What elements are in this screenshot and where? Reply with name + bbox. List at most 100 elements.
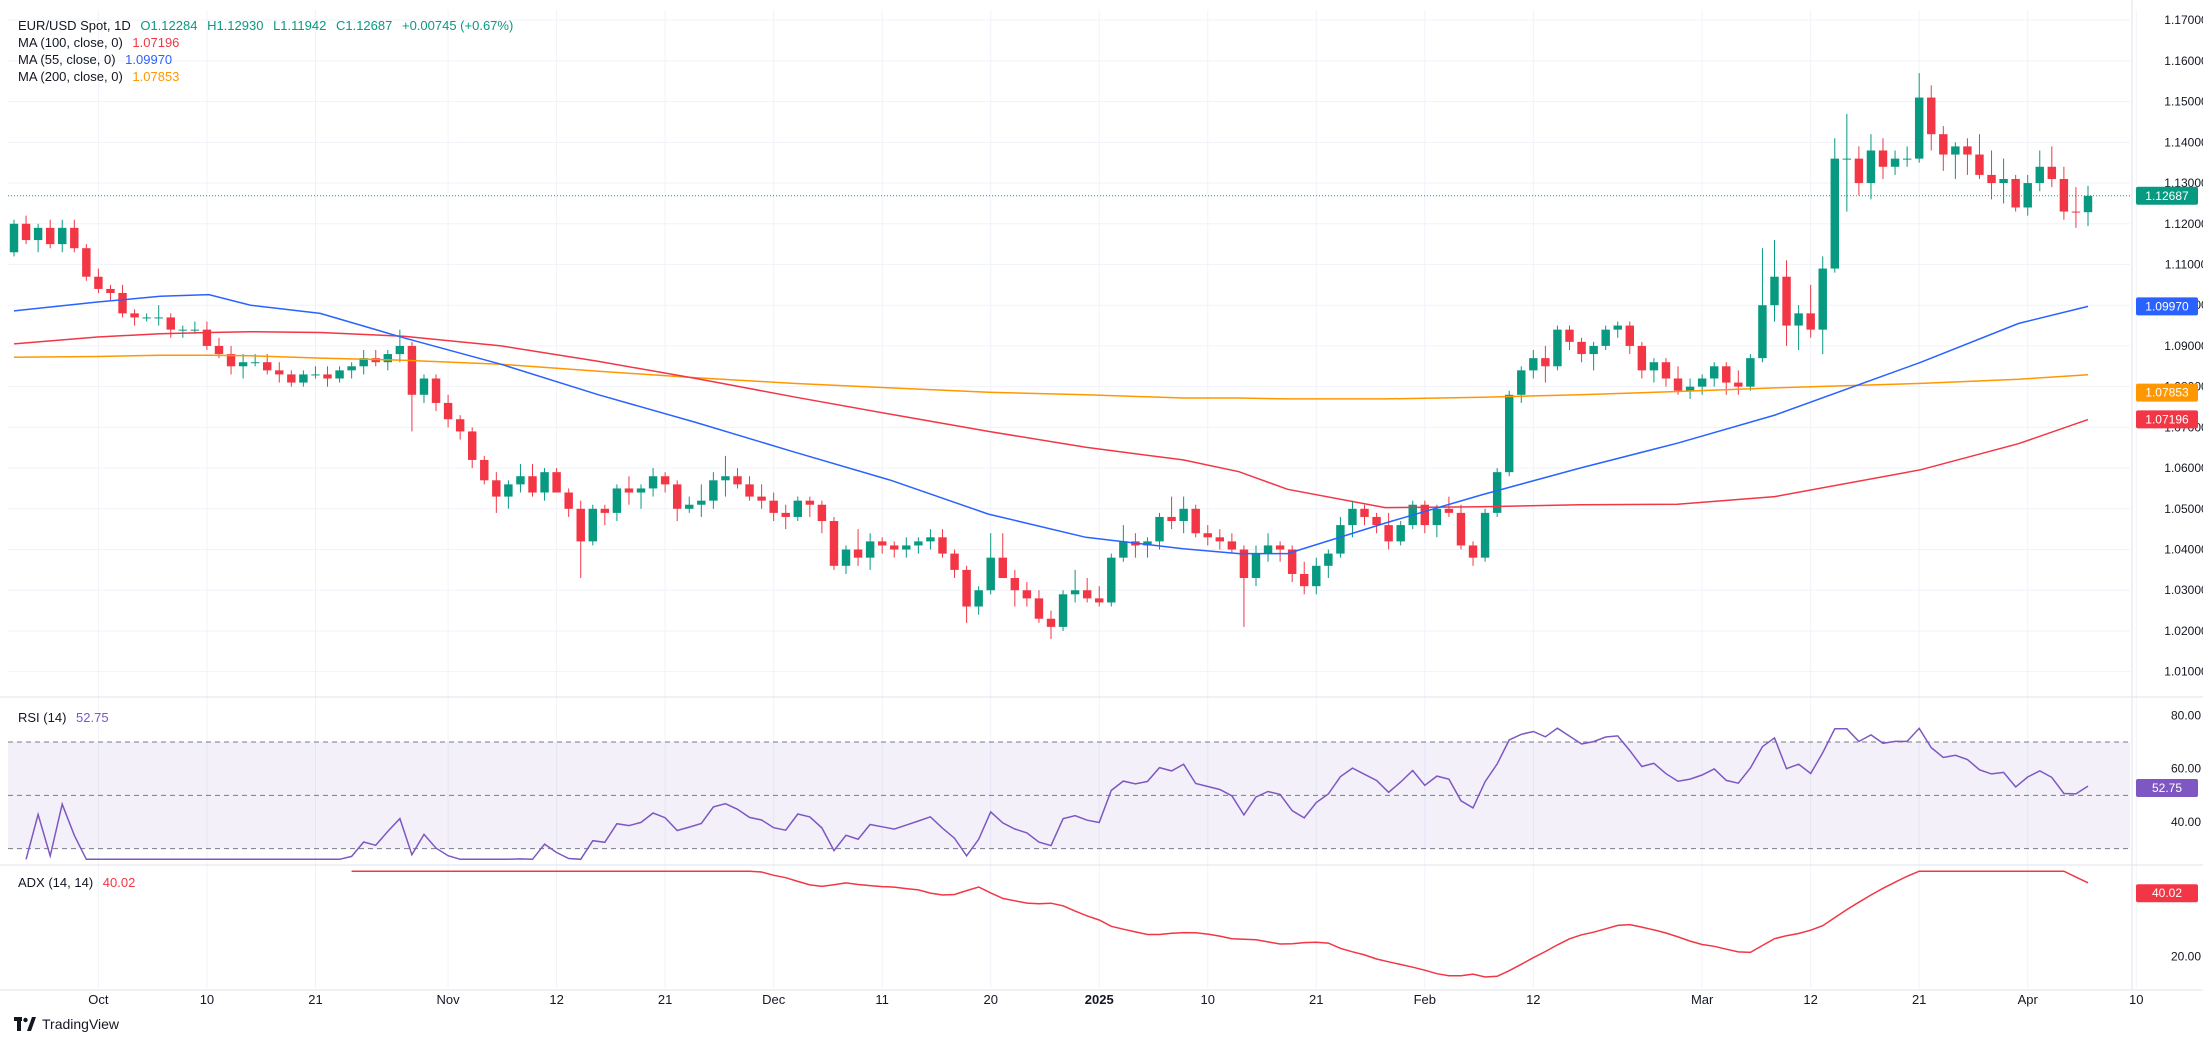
candle-body bbox=[1842, 158, 1852, 160]
adx-badge-bg bbox=[2136, 884, 2198, 903]
candle-body bbox=[82, 248, 91, 277]
candle-body bbox=[1951, 146, 1960, 155]
candle-body bbox=[154, 317, 163, 319]
candle-body bbox=[540, 472, 549, 493]
candle-body bbox=[1058, 594, 1068, 627]
ohlc-close: C1.12687 bbox=[335, 18, 393, 33]
ma55-line bbox=[13, 293, 2089, 555]
candle-body bbox=[1565, 329, 1574, 342]
candle-body bbox=[33, 227, 43, 241]
candle-body bbox=[1830, 158, 1839, 269]
ma200-badge: 1.07853 bbox=[2145, 386, 2189, 400]
candle-body bbox=[1046, 618, 1056, 627]
time-tick-label: Feb bbox=[1414, 992, 1436, 1007]
tradingview-logo-icon bbox=[14, 1017, 36, 1031]
ma100-legend[interactable]: MA (100, close, 0) 1.07196 bbox=[18, 35, 185, 50]
symbol-title: EUR/USD Spot, 1D bbox=[18, 18, 131, 33]
candle-body bbox=[1070, 590, 1080, 595]
candle-body bbox=[926, 537, 935, 542]
candle-body bbox=[781, 512, 790, 517]
ma100-line bbox=[13, 330, 2089, 509]
candle-body bbox=[1939, 134, 1948, 155]
candle-body bbox=[1022, 590, 1032, 599]
candle-body bbox=[1927, 97, 1936, 135]
candle-body bbox=[986, 557, 995, 591]
candle-body bbox=[709, 480, 718, 501]
price-tick-label: 1.05000 bbox=[2164, 502, 2203, 516]
candle-body bbox=[287, 374, 296, 383]
candle-body bbox=[2035, 166, 2044, 184]
tradingview-logo[interactable]: TradingView bbox=[14, 1016, 119, 1032]
candle-body bbox=[974, 590, 983, 607]
brand-name: TradingView bbox=[42, 1016, 120, 1032]
rsi-badge-bg bbox=[2136, 779, 2198, 797]
adx-value: 40.02 bbox=[102, 875, 136, 890]
candle-body bbox=[1010, 578, 1020, 591]
candle-body bbox=[1239, 549, 1249, 579]
candle-body bbox=[685, 504, 694, 509]
last-price-badge: 1.12687 bbox=[2145, 189, 2189, 203]
time-tick-label: 20 bbox=[983, 992, 997, 1007]
candle-body bbox=[226, 354, 236, 367]
candle-body bbox=[1107, 557, 1116, 603]
rsi-tick-label: 60.00 bbox=[2171, 762, 2201, 776]
candle-body bbox=[250, 362, 260, 364]
candle-body bbox=[1685, 386, 1695, 391]
candle-body bbox=[419, 378, 429, 395]
ohlc-open: O1.12284 bbox=[140, 18, 198, 33]
candle-body bbox=[347, 366, 356, 371]
candle-body bbox=[1914, 97, 1924, 159]
rsi-legend[interactable]: RSI (14) 52.75 bbox=[18, 710, 115, 725]
time-tick-label: 12 bbox=[549, 992, 563, 1007]
candle-body bbox=[877, 541, 887, 546]
price-tick-label: 1.15000 bbox=[2164, 95, 2203, 109]
ma100-value: 1.07196 bbox=[132, 35, 180, 50]
candle-body bbox=[9, 223, 19, 253]
ma100-label: MA (100, close, 0) bbox=[18, 35, 123, 50]
candle-body bbox=[492, 480, 501, 497]
candle-body bbox=[1179, 508, 1188, 522]
candle-body bbox=[793, 500, 802, 517]
candle-body bbox=[190, 329, 200, 331]
ohlc-low: L1.11942 bbox=[273, 18, 327, 33]
last-price-badge-bg bbox=[2136, 186, 2198, 205]
candle-body bbox=[311, 374, 320, 376]
adx-legend[interactable]: ADX (14, 14) 40.02 bbox=[18, 875, 141, 890]
ma55-badge: 1.09970 bbox=[2145, 299, 2189, 313]
candle-body bbox=[335, 370, 344, 379]
time-tick-label: Nov bbox=[437, 992, 461, 1007]
candle-body bbox=[1601, 329, 1610, 346]
candle-body bbox=[962, 569, 971, 607]
candle-body bbox=[624, 488, 634, 493]
candle-body bbox=[1818, 268, 1827, 330]
candle-body bbox=[1806, 313, 1815, 330]
ma100-badge: 1.07196 bbox=[2145, 412, 2189, 426]
ma200-legend[interactable]: MA (200, close, 0) 1.07853 bbox=[18, 69, 185, 84]
rsi-tick-label: 40.00 bbox=[2171, 815, 2201, 829]
price-tick-label: 1.17000 bbox=[2164, 13, 2203, 27]
candle-body bbox=[1866, 150, 1876, 184]
candle-body bbox=[648, 476, 658, 489]
candle-body bbox=[1987, 174, 1996, 184]
candle-body bbox=[745, 484, 754, 497]
candle-body bbox=[299, 374, 308, 383]
candle-body bbox=[395, 345, 405, 355]
ma55-legend[interactable]: MA (55, close, 0) 1.09970 bbox=[18, 52, 178, 67]
candle-body bbox=[504, 484, 513, 497]
price-tick-label: 1.03000 bbox=[2164, 583, 2203, 597]
candle-body bbox=[1336, 525, 1345, 554]
candle-body bbox=[636, 488, 646, 493]
candle-body bbox=[1504, 394, 1514, 473]
candle-body bbox=[733, 476, 742, 485]
candle-body bbox=[1082, 590, 1092, 599]
price-tick-label: 1.01000 bbox=[2164, 665, 2203, 679]
rsi-line bbox=[25, 727, 2089, 861]
candle-body bbox=[1155, 516, 1164, 542]
candle-body bbox=[1902, 158, 1912, 160]
time-tick-label: 21 bbox=[1912, 992, 1926, 1007]
time-tick-label: Apr bbox=[2018, 992, 2039, 1007]
candle-body bbox=[1300, 573, 1309, 587]
candle-body bbox=[769, 500, 778, 513]
candle-body bbox=[70, 227, 79, 249]
